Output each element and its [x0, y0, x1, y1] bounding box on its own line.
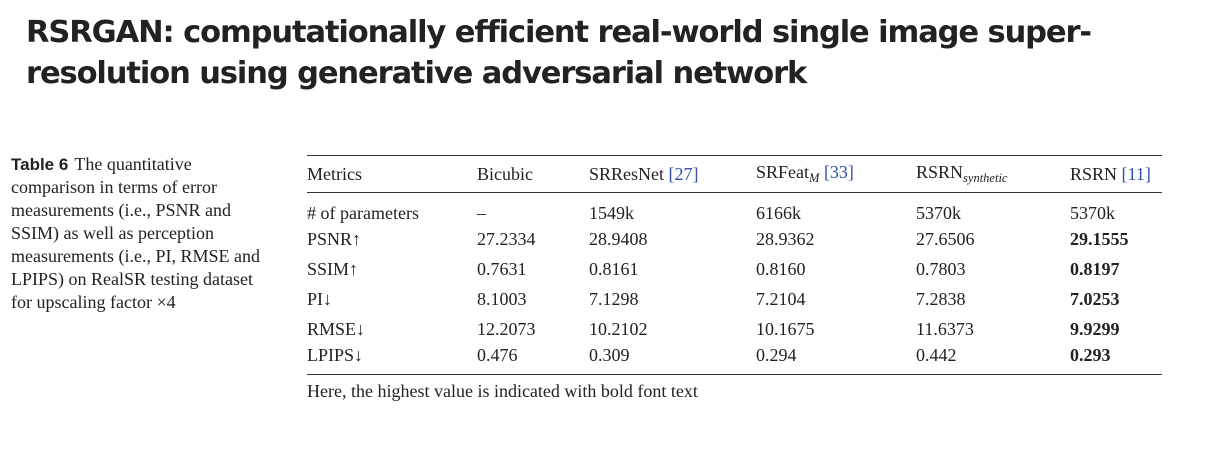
table-row: LPIPS↓ 0.476 0.309 0.294 0.442 0.293	[307, 344, 1162, 374]
table-header-row: Metrics Bicubic SRResNet [27] SRFeatM [3…	[307, 155, 1162, 193]
header-srfeat: SRFeatM [33]	[756, 156, 916, 193]
value-cell: 12.2073	[477, 318, 536, 339]
header-rsrn-synthetic-label: RSRN	[916, 162, 964, 182]
value-cell: 0.293	[1070, 345, 1111, 366]
value-cell: 6166k	[756, 203, 801, 223]
value-cell: 7.2838	[916, 288, 966, 309]
value-cell: 10.2102	[589, 318, 648, 339]
table-row: SSIM↑ 0.7631 0.8161 0.8160 0.7803 0.8197	[307, 254, 1162, 284]
table-footnote: Here, the highest value is indicated wit…	[307, 380, 698, 401]
citation-link-27[interactable]: [27]	[668, 163, 699, 184]
header-rsrn-label: RSRN	[1070, 163, 1118, 184]
header-rsrn: RSRN [11]	[1070, 156, 1162, 193]
results-table: Metrics Bicubic SRResNet [27] SRFeatM [3…	[307, 155, 1162, 375]
results-table-container: Metrics Bicubic SRResNet [27] SRFeatM [3…	[307, 155, 1162, 402]
value-cell: 7.2104	[756, 288, 806, 309]
header-rsrn-synthetic-subscript: synthetic	[963, 171, 1008, 185]
value-cell: 7.0253	[1070, 288, 1120, 309]
value-cell: 0.8160	[756, 258, 806, 279]
value-cell: 0.8161	[589, 258, 639, 279]
citation-link-33[interactable]: [33]	[823, 162, 854, 182]
header-srfeat-label: SRFeat	[756, 162, 810, 182]
header-srresnet-label: SRResNet	[589, 163, 665, 184]
header-rsrn-synthetic: RSRNsynthetic	[916, 156, 1070, 193]
header-bicubic: Bicubic	[477, 156, 589, 193]
value-cell: 28.9408	[589, 228, 648, 249]
value-cell: 27.6506	[916, 228, 975, 249]
value-cell: 10.1675	[756, 318, 815, 339]
value-cell: 8.1003	[477, 288, 527, 309]
table-caption-label: Table 6	[11, 155, 69, 174]
value-cell: 0.442	[916, 345, 957, 366]
table-row: # of parameters – 1549k 6166k 5370k 5370k	[307, 193, 1162, 225]
value-cell: 1549k	[589, 203, 634, 223]
metric-name-cell: PI↓	[307, 288, 333, 309]
value-cell: 0.476	[477, 345, 518, 366]
metric-name-cell: PSNR↑	[307, 228, 362, 249]
table-row: PI↓ 8.1003 7.1298 7.2104 7.2838 7.0253	[307, 284, 1162, 314]
value-cell: 11.6373	[916, 318, 974, 339]
value-cell: 0.7803	[916, 258, 966, 279]
table-caption-text: The quantitative comparison in terms of …	[11, 154, 260, 312]
value-cell: –	[477, 203, 486, 223]
citation-link-11[interactable]: [11]	[1121, 163, 1151, 184]
value-cell: 5370k	[1070, 203, 1115, 223]
header-metrics-label: Metrics	[307, 163, 362, 184]
value-cell: 7.1298	[589, 288, 639, 309]
header-srfeat-subscript: M	[809, 171, 820, 185]
metric-name-cell: SSIM↑	[307, 258, 359, 279]
value-cell: 0.309	[589, 345, 630, 366]
table-row: PSNR↑ 27.2334 28.9408 28.9362 27.6506 29.1555	[307, 224, 1162, 254]
header-srresnet: SRResNet [27]	[589, 156, 756, 193]
metric-name-cell: LPIPS↓	[307, 345, 364, 366]
metric-name-cell: RMSE↓	[307, 318, 366, 339]
table-body: # of parameters –1549k 6166k 5370k 5370k PSNR…	[307, 193, 1162, 374]
value-cell: 5370k	[916, 203, 961, 223]
value-cell: 0.7631	[477, 258, 527, 279]
paper-title: RSRGAN: computationally efficient real-w…	[26, 15, 1092, 91]
value-cell: 28.9362	[756, 228, 815, 249]
table-caption: Table 6 The quantitative comparison in te…	[11, 153, 271, 314]
header-metrics: Metrics	[307, 156, 477, 193]
value-cell: 9.9299	[1070, 318, 1120, 339]
value-cell: 0.294	[756, 345, 797, 366]
header-bicubic-label: Bicubic	[477, 163, 533, 184]
value-cell: 29.1555	[1070, 228, 1129, 249]
value-cell: 0.8197	[1070, 258, 1120, 279]
metric-name-cell: # of parameters	[307, 203, 419, 223]
value-cell: 27.2334	[477, 228, 536, 249]
table-row: RMSE↓ 12.2073 10.2102 10.1675 11.6373 9.9299	[307, 314, 1162, 344]
